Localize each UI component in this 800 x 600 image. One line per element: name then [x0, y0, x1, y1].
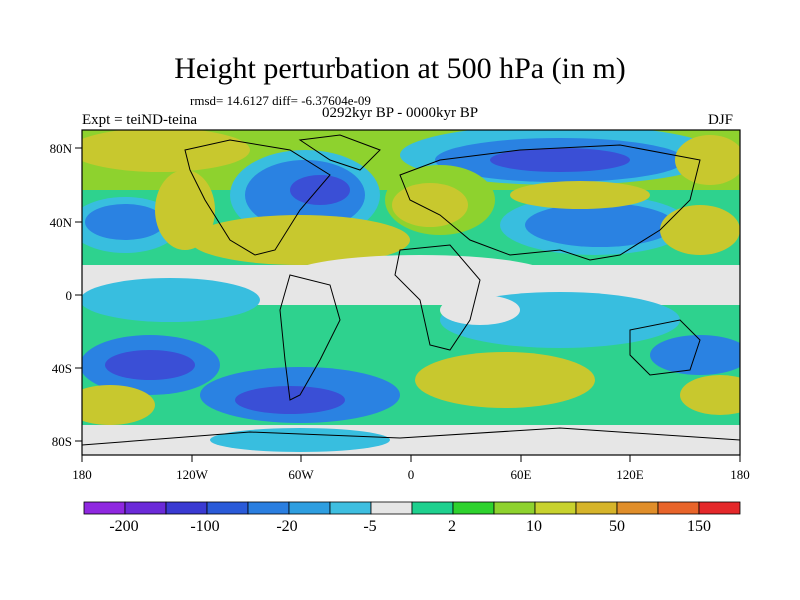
field-se-yellow: [680, 375, 740, 415]
field-europe-yellow: [392, 183, 468, 227]
x-tick-label: 60W: [288, 467, 314, 482]
x-tick-label: 120W: [176, 467, 209, 482]
colorbar-swatch: [124, 501, 167, 515]
colorbar-label: -5: [363, 518, 377, 535]
x-tick-label: 120E: [616, 467, 644, 482]
coast-africa: [394, 244, 481, 351]
colorbar-label: -200: [109, 518, 139, 535]
experiment-label: Expt = teiND-teina: [82, 112, 198, 128]
y-tick-label: 40S: [52, 361, 72, 376]
y-tick-label: 80S: [52, 434, 72, 449]
colorbar-swatch: [411, 501, 454, 515]
colorbar-swatch: [329, 501, 372, 515]
plot-title: Height perturbation at 500 hPa (in m): [174, 52, 626, 85]
y-tick-label: 80N: [50, 141, 73, 156]
colorbar-label: -20: [276, 518, 298, 535]
field-africa-grey: [290, 255, 550, 295]
field-na-core: [290, 175, 350, 205]
colorbar-label: 50: [609, 518, 625, 535]
field-antarctic-grey: [82, 425, 740, 455]
x-tick-label: 180: [72, 467, 92, 482]
field-siberia-core: [490, 148, 630, 172]
colorbar: [83, 501, 741, 515]
colorbar-swatch: [288, 501, 331, 515]
colorbar-label: 150: [687, 518, 711, 535]
colorbar-label: 10: [526, 518, 542, 535]
colorbar-swatch: [575, 501, 618, 515]
colorbar-label: -100: [190, 518, 220, 535]
field-south-indian-yellow: [415, 352, 595, 408]
field-atlantic-yellow: [190, 215, 410, 265]
field-np-blue: [85, 204, 165, 240]
coast-antarctica: [82, 427, 740, 446]
coast-south-america: [279, 274, 341, 401]
coastlines: [82, 134, 740, 446]
y-tick-label: 40N: [50, 215, 73, 230]
field-nw-pacific-positive: [82, 130, 250, 172]
y-tick-label: 0: [66, 288, 73, 303]
field-layer: [82, 130, 740, 455]
colorbar-swatch: [616, 501, 659, 515]
colorbar-swatch: [657, 501, 700, 515]
field-south-pacific-cyan: [82, 278, 260, 322]
x-tick-label: 60E: [511, 467, 532, 482]
axis-ticks: [75, 147, 741, 462]
colorbar-swatch: [206, 501, 249, 515]
season-label: DJF: [708, 112, 734, 128]
x-tick-label: 0: [408, 467, 415, 482]
colorbar-swatch: [698, 501, 741, 515]
colorbar-swatch: [165, 501, 208, 515]
colorbar-swatch: [370, 501, 413, 515]
coast-eurasia: [399, 144, 701, 261]
coast-australia: [629, 319, 701, 376]
coast-north-america: [184, 139, 331, 256]
colorbar-swatch: [534, 501, 577, 515]
field-indian-grey: [440, 295, 520, 325]
field-sp-core: [105, 350, 195, 380]
stats-line: rmsd= 14.6127 diff= -6.37604e-09: [190, 93, 371, 108]
field-sw-yellow: [82, 385, 155, 425]
field-central-asia-yellow: [510, 181, 650, 209]
period-label: 0292kyr BP - 0000kyr BP: [322, 105, 479, 121]
field-east-positive: [675, 135, 740, 185]
coast-greenland: [298, 134, 381, 171]
colorbar-swatch: [493, 501, 536, 515]
field-pacific-yellow: [155, 170, 215, 250]
colorbar-swatch: [247, 501, 290, 515]
field-asia-blue: [525, 203, 675, 247]
colorbar-swatch: [452, 501, 495, 515]
colorbar-swatch: [83, 501, 126, 515]
field-wpacific-yellow: [660, 205, 740, 255]
field-antarctic-cyan: [210, 428, 390, 452]
x-tick-label: 180: [730, 467, 750, 482]
colorbar-label: 2: [448, 518, 456, 535]
